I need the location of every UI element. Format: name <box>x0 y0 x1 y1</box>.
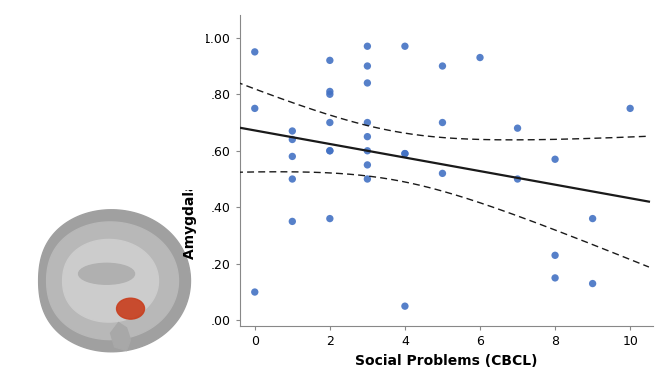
Point <box>587 280 598 287</box>
Point <box>400 150 410 157</box>
Point <box>324 148 335 154</box>
Ellipse shape <box>117 94 155 125</box>
Ellipse shape <box>112 74 129 102</box>
Point <box>324 91 335 97</box>
Ellipse shape <box>117 298 145 319</box>
Point <box>400 43 410 49</box>
Point <box>549 252 560 258</box>
Point <box>362 63 373 69</box>
Point <box>250 289 260 295</box>
Point <box>287 176 298 182</box>
Ellipse shape <box>63 55 150 143</box>
Point <box>362 80 373 86</box>
Ellipse shape <box>84 74 101 102</box>
Point <box>324 148 335 154</box>
Point <box>400 303 410 309</box>
Y-axis label: Amygdala–thalamic FC: Amygdala–thalamic FC <box>183 82 197 259</box>
Point <box>625 105 635 111</box>
Point <box>587 216 598 222</box>
Point <box>437 63 448 69</box>
Point <box>324 57 335 63</box>
Polygon shape <box>63 240 159 322</box>
Point <box>362 148 373 154</box>
Polygon shape <box>111 323 131 351</box>
Point <box>250 105 260 111</box>
Point <box>287 218 298 224</box>
Point <box>324 119 335 125</box>
Ellipse shape <box>37 27 176 170</box>
Point <box>437 119 448 125</box>
Point <box>287 128 298 134</box>
Point <box>362 43 373 49</box>
Point <box>324 216 335 222</box>
Point <box>437 170 448 176</box>
X-axis label: Social Problems (CBCL): Social Problems (CBCL) <box>355 354 537 368</box>
Ellipse shape <box>47 38 166 160</box>
Point <box>512 125 523 131</box>
Point <box>475 55 486 61</box>
Ellipse shape <box>58 94 96 125</box>
Point <box>512 176 523 182</box>
Point <box>549 275 560 281</box>
Point <box>362 176 373 182</box>
Point <box>362 134 373 140</box>
Point <box>250 49 260 55</box>
Point <box>324 88 335 94</box>
Point <box>549 156 560 162</box>
Point <box>287 136 298 143</box>
Point <box>400 150 410 157</box>
Ellipse shape <box>79 263 135 284</box>
Polygon shape <box>47 222 178 340</box>
Ellipse shape <box>30 19 183 179</box>
Point <box>362 119 373 125</box>
Point <box>287 153 298 160</box>
Point <box>362 162 373 168</box>
Polygon shape <box>39 210 190 352</box>
